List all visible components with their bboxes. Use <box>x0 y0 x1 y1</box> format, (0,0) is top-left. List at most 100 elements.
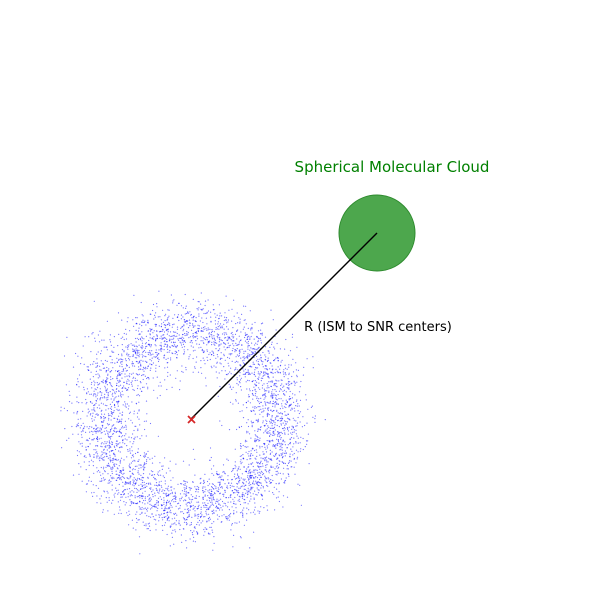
shell-particle <box>185 540 187 542</box>
shell-particle <box>107 434 109 436</box>
shell-particle <box>181 541 183 544</box>
shell-particle <box>124 376 126 378</box>
shell-particle <box>169 509 172 511</box>
shell-particle <box>297 451 299 453</box>
shell-particle <box>247 346 249 348</box>
shell-particle <box>226 485 228 487</box>
shell-particle <box>247 419 249 421</box>
shell-particle <box>183 512 185 515</box>
shell-particle <box>291 425 293 427</box>
shell-particle <box>212 304 214 306</box>
shell-particle <box>223 328 225 330</box>
shell-particle <box>174 341 176 343</box>
shell-particle <box>109 445 111 447</box>
shell-particle <box>192 298 194 300</box>
shell-particle <box>75 352 77 355</box>
shell-particle <box>220 352 222 354</box>
shell-particle <box>140 494 142 497</box>
shell-particle <box>176 514 178 516</box>
shell-particle <box>197 505 199 508</box>
shell-particle <box>266 414 269 416</box>
shell-particle <box>99 430 101 432</box>
shell-particle <box>171 335 173 337</box>
shell-particle <box>182 371 184 373</box>
shell-particle <box>164 340 166 342</box>
shell-particle <box>177 314 179 316</box>
shell-particle <box>230 354 232 356</box>
shell-particle <box>242 356 244 358</box>
shell-particle <box>267 425 269 427</box>
shell-particle <box>145 356 147 358</box>
shell-particle <box>132 365 134 367</box>
shell-particle <box>247 472 249 474</box>
shell-particle <box>190 494 192 496</box>
shell-particle <box>161 517 163 519</box>
shell-particle <box>234 473 236 475</box>
shell-particle <box>254 369 256 371</box>
shell-particle <box>268 478 270 480</box>
shell-particle <box>93 456 95 458</box>
shell-particle <box>230 501 232 503</box>
shell-particle <box>106 391 108 393</box>
shell-particle <box>279 460 281 462</box>
shell-particle <box>265 356 267 358</box>
shell-particle <box>285 338 287 341</box>
shell-particle <box>212 531 214 533</box>
shell-particle <box>251 380 254 383</box>
shell-particle <box>110 384 112 387</box>
shell-particle <box>138 327 140 329</box>
shell-particle <box>117 477 119 479</box>
shell-particle <box>237 477 239 479</box>
shell-particle <box>175 331 177 333</box>
shell-particle <box>193 536 195 539</box>
shell-particle <box>125 403 127 405</box>
shell-particle <box>240 463 242 465</box>
shell-particle <box>194 506 196 508</box>
shell-particle <box>274 509 276 511</box>
shell-particle <box>91 415 94 417</box>
shell-particle <box>128 465 130 467</box>
shell-particle <box>248 395 250 398</box>
shell-particle <box>245 401 247 404</box>
shell-particle <box>263 398 265 400</box>
shell-particle <box>247 400 249 402</box>
shell-particle <box>163 497 165 499</box>
shell-particle <box>96 382 98 384</box>
shell-particle <box>101 480 103 482</box>
shell-particle <box>120 477 122 479</box>
shell-particle <box>118 359 120 361</box>
shell-particle <box>296 422 299 424</box>
shell-particle <box>276 465 278 467</box>
shell-particle <box>139 501 141 503</box>
shell-particle <box>300 504 302 506</box>
shell-particle <box>266 447 269 449</box>
shell-particle <box>135 488 137 490</box>
shell-particle <box>128 412 131 414</box>
shell-particle <box>116 467 118 469</box>
shell-particle <box>273 360 275 362</box>
shell-particle <box>105 445 107 447</box>
shell-particle <box>76 413 78 415</box>
shell-particle <box>99 399 101 401</box>
shell-particle <box>207 502 209 504</box>
shell-particle <box>290 432 292 434</box>
shell-particle <box>224 312 226 314</box>
shell-particle <box>290 409 292 411</box>
shell-particle <box>259 374 261 376</box>
shell-particle <box>102 397 104 399</box>
shell-particle <box>225 343 227 345</box>
shell-particle <box>219 483 221 485</box>
shell-particle <box>230 512 232 515</box>
shell-particle <box>103 430 105 432</box>
shell-particle <box>171 352 173 354</box>
shell-particle <box>113 411 115 413</box>
shell-particle <box>100 394 103 396</box>
shell-particle <box>110 398 112 400</box>
shell-particle <box>145 462 147 465</box>
shell-particle <box>240 537 242 539</box>
shell-particle <box>218 473 220 475</box>
shell-particle <box>132 443 134 445</box>
shell-particle <box>96 467 98 469</box>
shell-particle <box>211 510 213 512</box>
shell-particle <box>125 363 128 366</box>
